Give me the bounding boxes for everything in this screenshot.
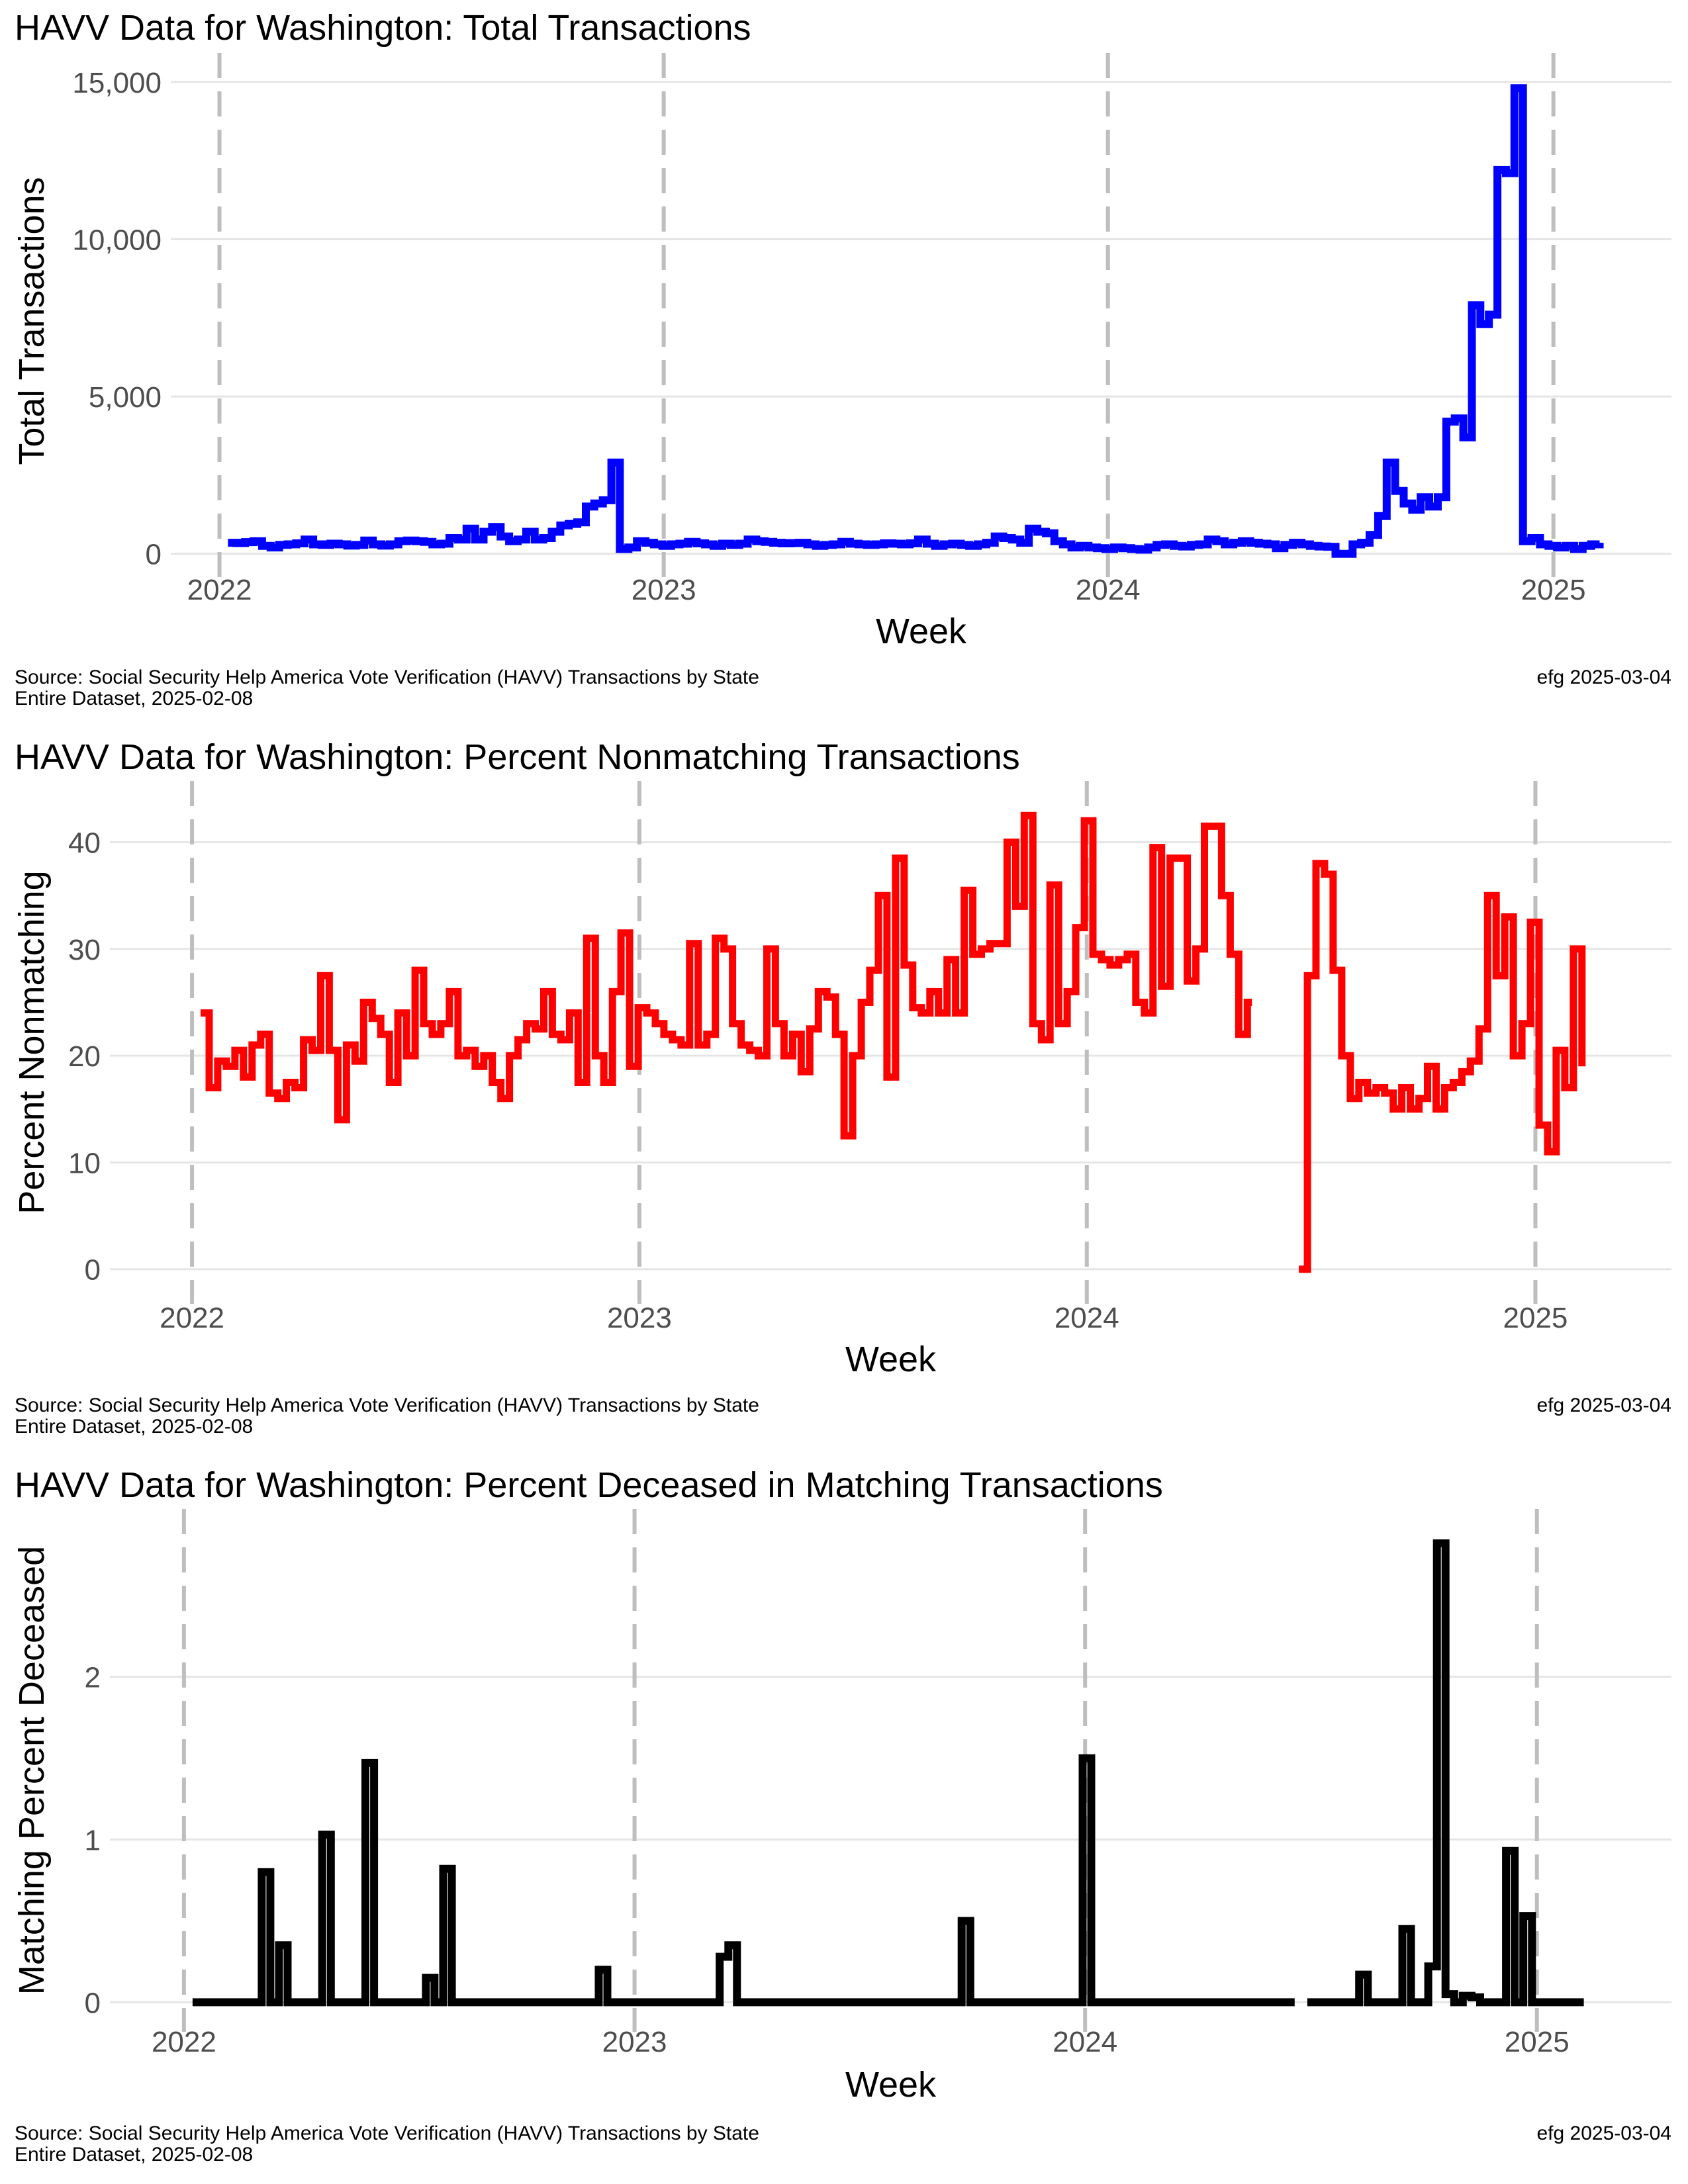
chart-panel-2: HAVV Data for Washington: Percent Nonmat… xyxy=(12,737,1671,1437)
y-tick-label: 10,000 xyxy=(72,224,162,256)
y-tick-label: 0 xyxy=(85,1254,101,1287)
dataset-caption: Entire Dataset, 2025-02-08 xyxy=(15,688,253,709)
y-axis-label: Percent Nonmatching xyxy=(12,870,52,1214)
x-tick-label: 2023 xyxy=(632,574,696,606)
series-line xyxy=(201,811,1586,1273)
x-tick-label: 2024 xyxy=(1076,574,1141,606)
chart-panel-1: HAVV Data for Washington: Total Transact… xyxy=(12,8,1671,709)
y-axis-label: Matching Percent Deceased xyxy=(12,1546,52,1995)
x-tick-label: 2024 xyxy=(1053,2026,1117,2058)
x-axis-label: Week xyxy=(876,612,967,651)
y-tick-label: 0 xyxy=(146,539,162,571)
x-tick-label: 2022 xyxy=(160,1302,224,1334)
y-tick-label: 40 xyxy=(68,827,101,860)
y-tick-label: 2 xyxy=(85,1662,101,1694)
x-tick-label: 2025 xyxy=(1521,574,1586,606)
y-tick-label: 1 xyxy=(85,1825,101,1857)
x-axis-label: Week xyxy=(845,2065,937,2105)
x-tick-label: 2022 xyxy=(187,574,252,606)
y-tick-label: 30 xyxy=(68,934,101,966)
y-axis-label: Total Transactions xyxy=(12,177,52,465)
y-tick-label: 5,000 xyxy=(89,381,162,414)
chart-title: HAVV Data for Washington: Total Transact… xyxy=(15,8,751,48)
source-caption: Source: Social Security Help America Vot… xyxy=(15,666,759,688)
x-tick-label: 2023 xyxy=(602,2026,667,2058)
x-tick-label: 2022 xyxy=(152,2026,216,2058)
credit-caption: efg 2025-03-04 xyxy=(1537,1394,1672,1416)
source-caption: Source: Social Security Help America Vot… xyxy=(15,2122,759,2144)
y-tick-label: 20 xyxy=(68,1040,101,1073)
y-tick-label: 10 xyxy=(68,1147,101,1179)
chart-title: HAVV Data for Washington: Percent Nonmat… xyxy=(15,737,1020,777)
x-tick-label: 2025 xyxy=(1505,2026,1570,2058)
series-line xyxy=(192,1539,1584,2007)
x-axis-label: Week xyxy=(845,1340,937,1379)
x-tick-label: 2025 xyxy=(1503,1302,1568,1334)
x-tick-label: 2023 xyxy=(607,1302,672,1334)
credit-caption: efg 2025-03-04 xyxy=(1537,2122,1672,2144)
series-line xyxy=(228,84,1604,558)
chart-title: HAVV Data for Washington: Percent Deceas… xyxy=(15,1465,1163,1505)
x-tick-label: 2024 xyxy=(1055,1302,1119,1334)
credit-caption: efg 2025-03-04 xyxy=(1537,666,1672,688)
y-tick-label: 0 xyxy=(85,1987,101,2019)
dataset-caption: Entire Dataset, 2025-02-08 xyxy=(15,2144,253,2165)
chart-panel-3: HAVV Data for Washington: Percent Deceas… xyxy=(12,1465,1671,2165)
y-tick-label: 15,000 xyxy=(72,67,162,99)
dataset-caption: Entire Dataset, 2025-02-08 xyxy=(15,1416,253,1437)
source-caption: Source: Social Security Help America Vot… xyxy=(15,1394,759,1416)
